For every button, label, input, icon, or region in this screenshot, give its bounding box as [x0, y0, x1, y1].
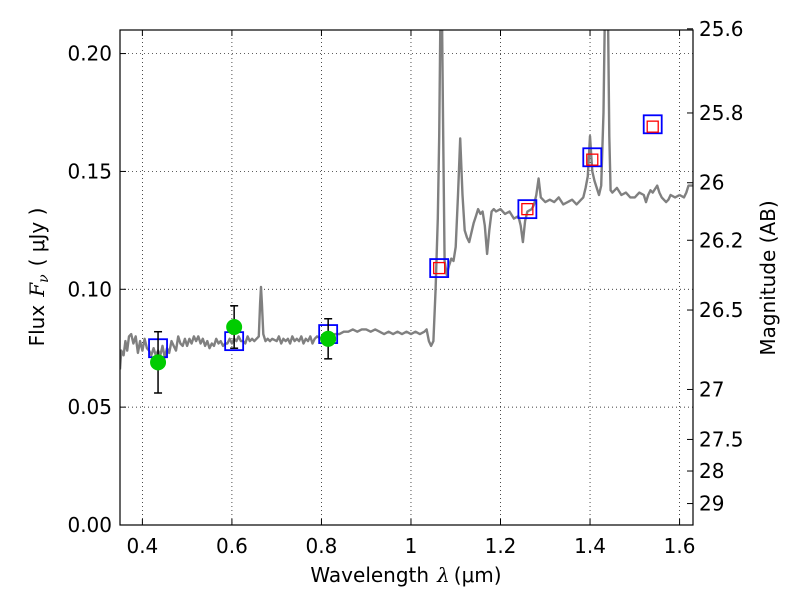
- observed-limit-square-3: [646, 120, 659, 133]
- x-tick-label-5: 1.4: [574, 534, 606, 558]
- model-photometry-square-3: [429, 258, 450, 278]
- y-tick-label-0: 0.00: [67, 513, 112, 537]
- observed-photometry-point-0: [150, 354, 167, 371]
- mag-tick-label-6: 27.5: [699, 427, 744, 451]
- y-axis-title: FluxFν( μJy ): [25, 208, 52, 347]
- x-tick-label-0: 0.4: [126, 534, 158, 558]
- observed-limit-square-1: [521, 202, 534, 216]
- y2-axis-title: Magnitude (AB): [756, 200, 780, 355]
- plot-frame: [119, 29, 694, 526]
- mag-tick-label-7: 28: [699, 459, 724, 483]
- x-axis-title: Wavelength λ (μm): [310, 563, 501, 587]
- model-photometry-square-6: [642, 114, 663, 135]
- observed-photometry-point-2: [320, 330, 337, 347]
- mag-tick-label-1: 25.8: [699, 101, 744, 125]
- x-tick-label-1: 0.6: [216, 534, 248, 558]
- plot-area: [120, 30, 693, 394]
- mag-tick-label-3: 26.2: [699, 228, 744, 252]
- y-tick-label-4: 0.20: [67, 42, 112, 66]
- x-tick-label-4: 1.2: [485, 534, 517, 558]
- x-tick-label-6: 1.6: [664, 534, 696, 558]
- sed-model-line: [120, 30, 693, 370]
- observed-photometry-point-1: [226, 319, 243, 335]
- y-tick-label-3: 0.15: [67, 159, 112, 183]
- mag-tick-label-0: 25.6: [699, 17, 744, 41]
- model-photometry-square-4: [517, 199, 538, 220]
- model-photometry-square-5: [582, 147, 603, 168]
- grid: [120, 30, 693, 526]
- y-tick-label-2: 0.10: [67, 277, 112, 301]
- mag-tick-label-2: 26: [699, 171, 724, 195]
- axis-ticks: 0.4 0.6 0.8 1 1.2 1.4 1.6 0.00 0.05 0.10 0.15 0.20 2…: [67, 17, 743, 558]
- observed-limit-square-0: [433, 261, 446, 275]
- mag-tick-label-5: 27: [699, 377, 724, 401]
- y-tick-label-1: 0.05: [67, 395, 112, 419]
- mag-tick-label-4: 26.5: [699, 298, 744, 322]
- mag-tick-label-8: 29: [699, 492, 724, 516]
- x-tick-label-3: 1: [405, 534, 418, 558]
- observed-limit-square-2: [586, 153, 599, 166]
- x-tick-label-2: 0.8: [306, 534, 338, 558]
